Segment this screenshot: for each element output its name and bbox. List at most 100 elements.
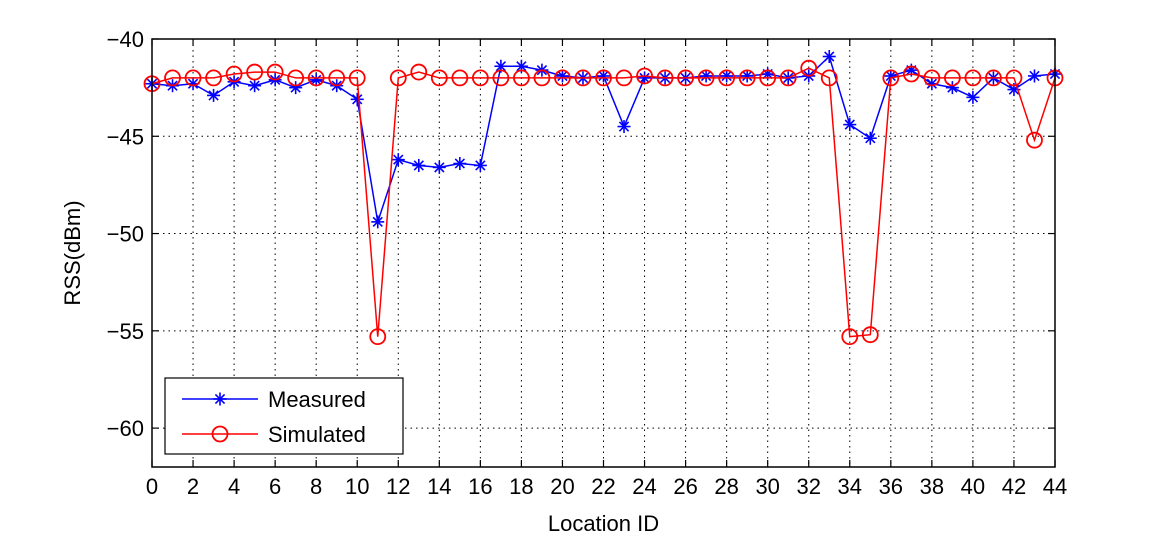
data-point-measured xyxy=(966,90,980,104)
data-point-simulated xyxy=(164,69,181,87)
data-point-measured xyxy=(740,69,754,83)
data-point-simulated xyxy=(964,69,982,87)
legend-box xyxy=(164,377,404,455)
data-point-simulated xyxy=(595,69,612,87)
x-tick-label: 8 xyxy=(310,474,322,499)
x-tick-label: 36 xyxy=(879,474,903,499)
data-point-simulated xyxy=(779,69,797,87)
series-layer xyxy=(143,50,1064,346)
x-tick-label: 2 xyxy=(187,474,199,499)
y-axis-ticks: −40 −45 −50 −55 −60 xyxy=(107,27,1055,441)
data-point-measured xyxy=(720,69,734,83)
data-point-simulated xyxy=(902,65,920,83)
x-tick-label: 22 xyxy=(591,474,615,499)
data-point-simulated xyxy=(554,69,571,87)
x-tick-label: 38 xyxy=(920,474,944,499)
x-tick-label: 20 xyxy=(550,474,574,499)
data-point-simulated xyxy=(184,69,202,87)
data-point-simulated xyxy=(985,69,1002,87)
x-tick-label: 40 xyxy=(961,474,985,499)
legend-marker xyxy=(213,392,227,406)
data-point-measured xyxy=(207,88,221,102)
data-point-simulated xyxy=(800,59,818,77)
plot-frame xyxy=(151,38,1056,468)
series-simulated xyxy=(143,59,1064,346)
data-point-measured xyxy=(638,71,652,85)
y-tick-label: −55 xyxy=(107,319,144,344)
data-point-measured xyxy=(597,69,610,83)
x-axis-label: Location ID xyxy=(548,511,659,536)
data-point-simulated xyxy=(923,69,941,87)
data-point-simulated xyxy=(533,69,551,87)
data-point-simulated xyxy=(246,63,264,81)
x-tick-label: 14 xyxy=(427,474,451,499)
data-point-measured xyxy=(822,50,836,64)
data-point-simulated xyxy=(369,328,387,346)
data-point-simulated xyxy=(574,69,592,87)
legend-label: Measured xyxy=(268,387,366,412)
data-point-measured xyxy=(391,153,405,167)
data-point-simulated xyxy=(656,69,674,87)
x-tick-label: 18 xyxy=(509,474,533,499)
data-point-measured xyxy=(494,59,508,73)
x-tick-label: 4 xyxy=(228,474,240,499)
data-point-simulated xyxy=(430,69,448,87)
data-point-measured xyxy=(555,69,569,83)
data-point-simulated xyxy=(513,69,530,87)
data-point-measured xyxy=(371,215,385,229)
data-point-simulated xyxy=(677,69,694,87)
x-tick-label: 24 xyxy=(632,474,656,499)
x-tick-label: 32 xyxy=(796,474,820,499)
legend-item-simulated: Simulated xyxy=(182,422,366,447)
legend: Measured Simulated xyxy=(164,377,404,455)
data-point-measured xyxy=(1027,69,1041,83)
data-point-simulated xyxy=(636,67,653,85)
data-point-simulated xyxy=(697,69,715,87)
data-point-measured xyxy=(863,131,877,145)
series-measured xyxy=(145,50,1062,229)
data-point-simulated xyxy=(615,69,633,87)
data-point-simulated xyxy=(718,69,736,87)
x-tick-label: 34 xyxy=(838,474,862,499)
data-point-simulated xyxy=(1026,131,1043,149)
data-point-simulated xyxy=(287,69,305,87)
data-point-simulated xyxy=(861,326,879,344)
x-tick-label: 12 xyxy=(386,474,410,499)
legend-item-measured: Measured xyxy=(182,387,366,412)
data-point-simulated xyxy=(266,63,284,81)
data-point-simulated xyxy=(943,69,961,87)
data-point-simulated xyxy=(759,69,777,87)
x-tick-label: 10 xyxy=(345,474,369,499)
legend-label: Simulated xyxy=(268,422,366,447)
data-point-measured xyxy=(699,69,713,83)
x-tick-label: 26 xyxy=(673,474,697,499)
data-point-simulated xyxy=(205,69,222,87)
y-tick-label: −60 xyxy=(107,416,144,441)
data-point-measured xyxy=(473,158,487,172)
y-tick-label: −50 xyxy=(107,222,144,247)
data-point-measured xyxy=(412,158,426,172)
data-point-simulated xyxy=(225,65,243,83)
x-tick-label: 30 xyxy=(755,474,779,499)
y-axis-label: RSS(dBm) xyxy=(60,200,85,305)
y-tick-label: −45 xyxy=(107,124,144,149)
data-point-measured xyxy=(843,118,857,132)
data-point-simulated xyxy=(882,69,900,87)
data-point-measured xyxy=(617,120,631,134)
data-point-measured xyxy=(309,73,323,87)
data-point-measured xyxy=(453,157,467,171)
y-tick-label: −40 xyxy=(107,27,144,52)
x-tick-label: 28 xyxy=(714,474,738,499)
x-tick-label: 42 xyxy=(1002,474,1026,499)
data-point-simulated xyxy=(820,69,838,87)
data-point-simulated xyxy=(471,69,489,87)
legend-marker xyxy=(211,425,229,443)
x-tick-label: 6 xyxy=(269,474,281,499)
data-point-simulated xyxy=(389,69,407,87)
data-point-simulated xyxy=(307,69,325,87)
grid xyxy=(152,39,1055,467)
data-point-simulated xyxy=(1005,69,1023,87)
x-axis-ticks: 0 2 4 6 8 10 12 14 16 18 20 22 24 26 28 30 32 34 36 38 40 42 4… xyxy=(146,39,1067,499)
data-point-simulated xyxy=(492,69,510,87)
